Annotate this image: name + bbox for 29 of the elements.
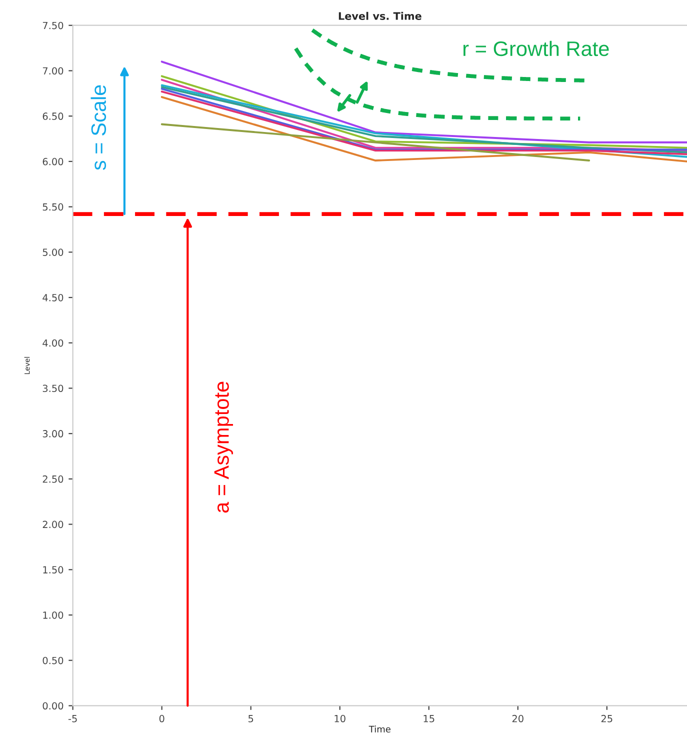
x-tick-label: 5 bbox=[248, 715, 254, 722]
annotation: s = Scale bbox=[90, 85, 106, 170]
x-tick-label: 0 bbox=[159, 714, 164, 722]
y-tick-label: 5.00 bbox=[42, 248, 64, 256]
x-tick-label: -5 bbox=[68, 715, 77, 722]
x-tick-label: 20 bbox=[512, 714, 524, 722]
x-axis-title: Time bbox=[368, 726, 390, 733]
y-tick-label: 2.50 bbox=[42, 475, 64, 483]
y-tick-label: 5.50 bbox=[42, 203, 64, 211]
y-tick-label: 6.00 bbox=[42, 158, 64, 166]
y-tick-label: 3.00 bbox=[42, 430, 64, 438]
annotation: r = Growth Rate bbox=[463, 40, 609, 56]
y-tick-label: 7.50 bbox=[42, 22, 64, 30]
y-tick-label: 4.00 bbox=[42, 339, 64, 347]
y-tick-label: 3.50 bbox=[42, 384, 64, 392]
x-tick-label: 15 bbox=[424, 715, 434, 722]
x-tick-label: 25 bbox=[601, 714, 612, 722]
y-tick-label: 0.50 bbox=[42, 656, 64, 664]
y-tick-label: 2.00 bbox=[42, 520, 64, 528]
x-tick-label: 10 bbox=[334, 714, 346, 722]
annotation: a = Asymptote bbox=[214, 382, 234, 513]
chart-title: Level vs. Time bbox=[338, 12, 422, 20]
y-tick-label: 1.00 bbox=[43, 611, 64, 619]
y-tick-label: 6.50 bbox=[42, 112, 64, 120]
y-tick-label: 4.50 bbox=[42, 294, 64, 302]
y-tick-label: 0.00 bbox=[42, 702, 64, 710]
y-tick-label: 1.50 bbox=[43, 566, 64, 574]
line-series bbox=[160, 96, 687, 162]
y-tick-label: 7.00 bbox=[42, 67, 64, 75]
